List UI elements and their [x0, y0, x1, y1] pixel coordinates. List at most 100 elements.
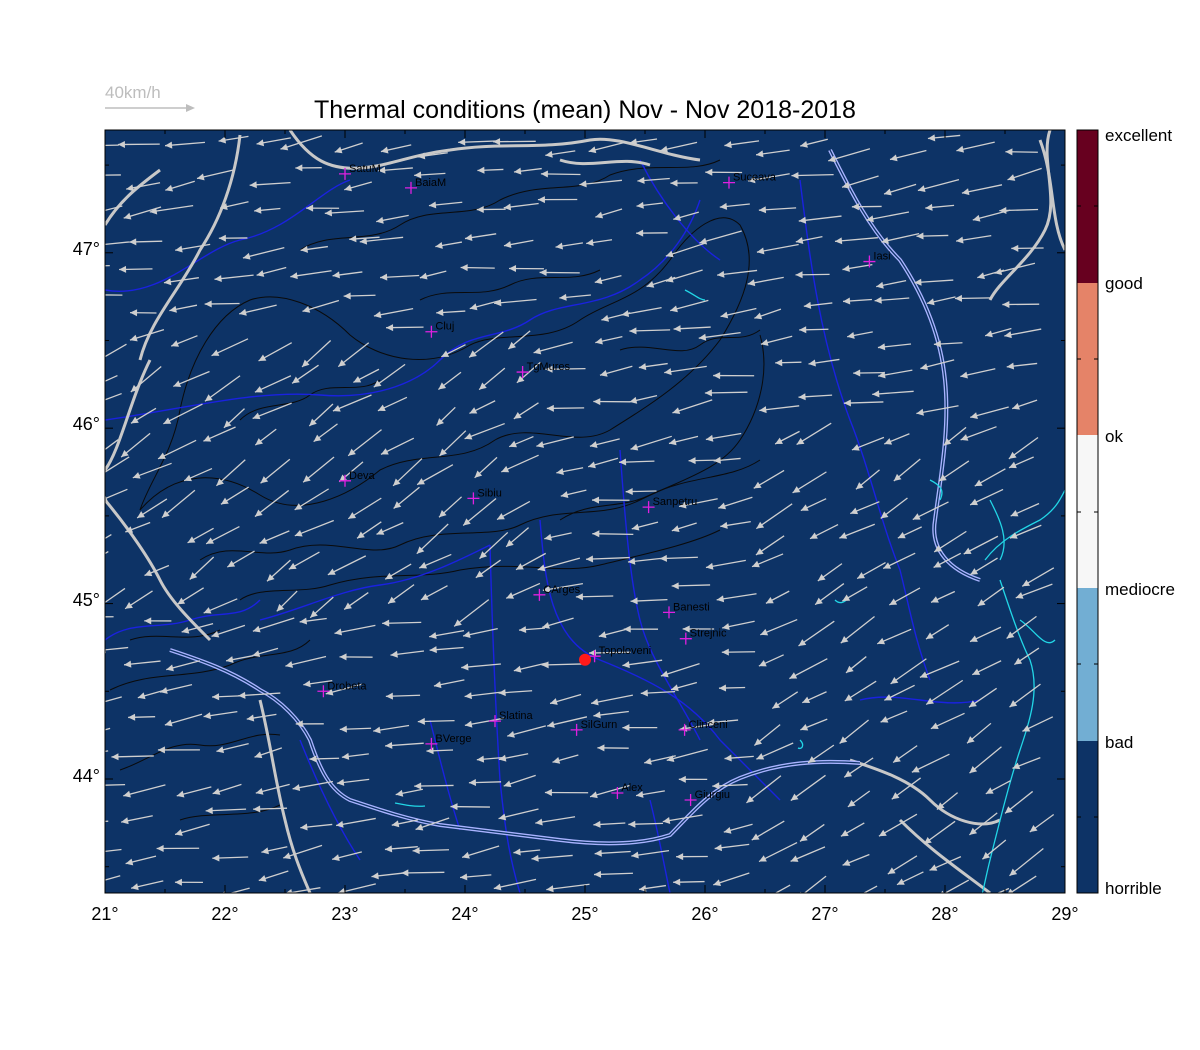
wind-arrow: [789, 658, 828, 680]
wind-arrow: [842, 853, 870, 866]
x-tick-label: 27°: [811, 904, 838, 924]
wind-arrow: [353, 368, 380, 384]
wind-arrow: [682, 625, 715, 633]
wind-arrow: [429, 630, 465, 640]
wind-arrow: [501, 454, 539, 473]
wind-arrow: [537, 196, 578, 204]
wind-arrow: [334, 142, 363, 154]
wind-arrow: [698, 331, 741, 341]
wind-arrow: [339, 653, 373, 661]
wind-arrow: [884, 433, 910, 445]
wind-arrow: [718, 684, 746, 692]
wind-arrow: [774, 430, 800, 445]
wind-arrow: [460, 873, 492, 881]
wind-arrow: [223, 408, 245, 429]
city-cross-icon: [405, 181, 417, 194]
wind-arrow: [105, 820, 109, 823]
wind-arrow: [670, 179, 698, 187]
wind-arrow: [380, 144, 412, 154]
city-marker: Cluj: [425, 321, 454, 338]
wind-arrow: [376, 522, 404, 535]
wind-arrow: [503, 774, 536, 788]
wind-arrow: [1012, 756, 1041, 770]
wind-arrow: [969, 488, 1004, 506]
wind-arrow: [119, 265, 153, 273]
wind-arrow: [303, 679, 333, 688]
x-tick-label: 26°: [691, 904, 718, 924]
frame-ticks: [104, 130, 1066, 893]
wind-arrow: [105, 534, 112, 540]
wind-arrow: [547, 716, 588, 728]
wind-arrow: [105, 374, 118, 382]
wind-arrow: [968, 812, 998, 836]
wind-arrow: [954, 294, 992, 302]
wind-arrow: [724, 140, 760, 149]
wind-arrow: [635, 790, 665, 798]
wind-arrow: [464, 691, 503, 700]
wind-arrow: [977, 586, 1005, 607]
wind-arrow: [546, 883, 590, 893]
wind-arrow: [246, 713, 277, 722]
danube-river-core: [169, 149, 981, 844]
wind-arrow: [796, 422, 832, 446]
wind-arrow: [309, 755, 340, 763]
wind-arrow: [414, 782, 454, 790]
wind-arrow: [295, 164, 322, 172]
wind-arrow: [105, 696, 122, 703]
wind-arrow: [756, 243, 799, 255]
wind-arrow: [625, 488, 657, 496]
wind-arrow: [622, 659, 663, 669]
wind-arrow: [1006, 362, 1038, 370]
wind-arrow: [420, 585, 448, 601]
wind-arrow: [751, 820, 785, 841]
wind-arrow: [390, 650, 425, 658]
wind-arrow: [414, 171, 446, 179]
wind-arrow: [478, 367, 506, 391]
wind-arrow: [911, 753, 950, 773]
wind-arrow: [644, 755, 676, 765]
wind-arrow: [175, 243, 211, 253]
wind-arrow: [308, 403, 334, 427]
wind-arrow: [259, 530, 290, 544]
wind-arrow: [1014, 647, 1040, 666]
city-label: BaiaM: [415, 177, 446, 189]
wind-arrow: [545, 150, 576, 158]
wind-arrow: [464, 422, 505, 440]
wind-arrow: [933, 340, 963, 348]
wind-arrow: [508, 435, 534, 448]
wind-arrow: [105, 550, 109, 555]
wind-arrow: [464, 717, 505, 728]
wind-arrow: [542, 583, 583, 593]
wind-arrow: [130, 309, 157, 317]
wind-arrow: [306, 204, 340, 212]
city-marker: Giurgiu: [684, 789, 730, 807]
wind-arrow: [672, 399, 713, 414]
wind-arrow: [843, 399, 884, 407]
wind-arrow: [1010, 502, 1040, 517]
wind-arrow: [670, 681, 698, 692]
wind-arrow: [589, 784, 630, 799]
wind-arrow: [334, 624, 376, 636]
wind-arrow: [747, 276, 784, 287]
wind-arrow: [105, 294, 123, 296]
city-cross-icon: [684, 794, 697, 807]
wind-arrow: [336, 778, 370, 786]
wind-arrow: [476, 206, 506, 213]
wind-arrow: [660, 663, 700, 678]
wind-arrow: [927, 134, 961, 142]
wind-arrow: [1002, 300, 1040, 308]
wind-arrow: [853, 369, 885, 377]
wind-arrow: [666, 748, 708, 762]
wind-arrow: [855, 469, 880, 490]
wind-arrow: [676, 853, 708, 861]
city-cross-icon: [863, 255, 876, 268]
wind-arrow: [940, 879, 970, 893]
wind-arrow: [593, 820, 626, 828]
wind-arrow: [302, 456, 335, 483]
wind-arrow: [130, 365, 162, 393]
wind-arrow: [238, 691, 281, 699]
wind-arrow: [252, 617, 295, 633]
wind-arrow: [798, 620, 835, 647]
wind-arrow: [771, 691, 799, 710]
wind-arrow: [621, 307, 662, 318]
